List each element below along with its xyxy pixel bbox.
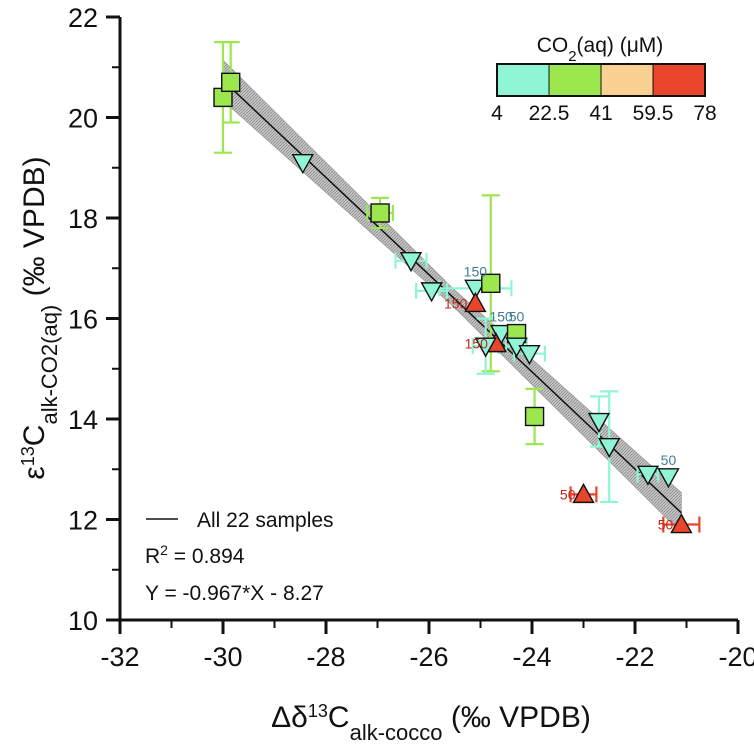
y-tick-label: 10: [68, 606, 98, 636]
data-point-triangle-down: [598, 437, 621, 459]
r2-prefix: R: [145, 545, 160, 568]
colorbar-frame: [496, 63, 706, 97]
x-tick-label: -22: [615, 642, 654, 672]
x-title-main: Δδ: [271, 701, 308, 734]
x-axis-title: Δδ13Calk-cocco (‰ VPDB): [271, 701, 591, 745]
x-tick-label: -24: [512, 642, 551, 672]
y-title-main: ε: [18, 466, 51, 479]
colorbar-tick-label: 59.5: [633, 102, 674, 125]
y-title-letter: C: [18, 425, 51, 447]
x-tick-label: -26: [409, 642, 448, 672]
data-point-triangle-down: [636, 465, 660, 486]
colorbar-swatch: [548, 63, 602, 97]
fit-equation: Y = -0.967*X - 8.27: [145, 582, 324, 605]
y-tick-label: 18: [68, 204, 98, 234]
y-ticks: 10 12 14 16 18 20 22: [68, 3, 120, 636]
x-tick-label: -30: [203, 642, 242, 672]
y-tick-label: 16: [68, 305, 98, 335]
point-label: 150: [464, 263, 488, 279]
data-point-triangle-down: [464, 279, 487, 300]
data-point-triangle-down: [420, 282, 443, 303]
colorbar-title-sub: 2: [568, 48, 576, 65]
colorbar-tick-label: 22.5: [529, 102, 570, 125]
data-point-triangle-down: [399, 252, 423, 273]
x-tick-label: -28: [306, 642, 345, 672]
point-label: 50: [661, 452, 677, 468]
colorbar-swatches: [496, 63, 706, 97]
y-tick-label: 12: [68, 506, 98, 536]
colorbar-tick-label: 4: [491, 102, 503, 125]
data-point-square: [524, 406, 545, 427]
point-label: 50: [658, 517, 674, 533]
data-point-triangle-down: [587, 412, 611, 433]
colorbar: CO2(aq) (μM) 4 22.5 41 59.5 78: [491, 34, 717, 125]
colorbar-tick-label: 78: [693, 102, 716, 125]
data-point-triangle-down: [291, 154, 315, 175]
x-title-unit: (‰ VPDB): [443, 701, 591, 734]
colorbar-tick-label: 41: [589, 102, 612, 125]
r-squared-label: R2 = 0.894: [145, 542, 245, 568]
x-title-sup: 13: [308, 701, 328, 721]
fit-legend-label: All 22 samples: [197, 509, 334, 532]
colorbar-swatch: [496, 63, 550, 97]
data-point-triangle-up: [670, 513, 693, 534]
colorbar-swatch: [600, 63, 654, 97]
data-point-triangle-up: [572, 482, 595, 504]
x-tick-label: -32: [100, 642, 139, 672]
y-title-sub: alk-CO2(aq): [37, 305, 62, 425]
y-tick-label: 14: [68, 405, 98, 435]
r2-sup: 2: [160, 542, 168, 558]
x-title-letter: C: [328, 701, 350, 734]
x-title-sub: alk-cocco: [350, 720, 443, 745]
data-point-triangle-down: [657, 468, 680, 489]
colorbar-title: CO2(aq) (μM): [537, 34, 664, 65]
data-point-triangle-up: [464, 291, 487, 313]
x-tick-label: -20: [718, 642, 754, 672]
y-title-unit: (‰ VPDB): [18, 156, 51, 304]
fit-legend: All 22 samples R2 = 0.894 Y = -0.967*X -…: [145, 509, 334, 605]
y-tick-label: 22: [68, 3, 98, 33]
colorbar-title-main: CO: [537, 34, 569, 57]
data-point-square: [221, 72, 241, 93]
data-point-square: [370, 203, 390, 223]
colorbar-tick-labels: 4 22.5 41 59.5 78: [491, 102, 717, 125]
point-label: 150: [465, 336, 489, 352]
colorbar-swatch: [652, 63, 706, 97]
y-title-sup: 13: [18, 446, 38, 466]
point-layer: [213, 72, 693, 534]
colorbar-title-rest: (aq) (μM): [577, 34, 664, 57]
data-point-triangle-down: [474, 337, 497, 358]
point-label: 50: [509, 309, 525, 325]
y-tick-label: 20: [68, 104, 98, 134]
point-label: 150: [489, 309, 513, 325]
point-label: 150: [444, 295, 468, 311]
y-axis-title: ε13Calk-CO2(aq) (‰ VPDB): [18, 156, 62, 479]
x-ticks: -32 -30 -28 -26 -24 -22 -20: [100, 620, 754, 672]
data-point-square: [481, 273, 501, 294]
data-point-triangle-down: [518, 344, 541, 366]
r2-value: = 0.894: [168, 545, 245, 568]
point-label: 50: [560, 486, 576, 502]
